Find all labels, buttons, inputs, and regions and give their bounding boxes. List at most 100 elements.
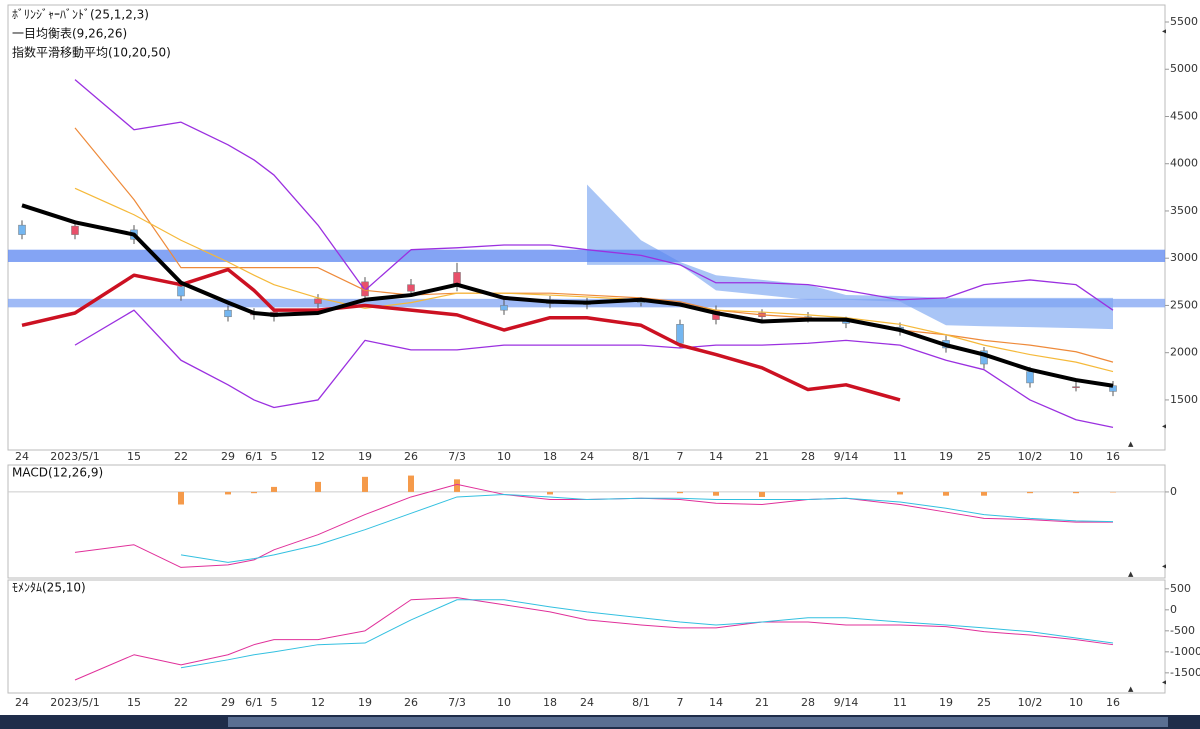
y-tick-label: 0	[1170, 603, 1177, 616]
indicator-line	[74, 597, 1114, 681]
x-tick-label: 5	[271, 696, 278, 709]
histogram-bar	[271, 486, 277, 492]
candle-body	[1072, 386, 1080, 388]
x-tick-label: 7	[677, 450, 684, 463]
x-tick-label: 25	[977, 450, 991, 463]
candle-body	[177, 286, 185, 297]
x-tick-label: 19	[939, 696, 953, 709]
x-tick-label: 7/3	[448, 450, 466, 463]
x-tick-label: 24	[15, 450, 29, 463]
indicator-line	[74, 309, 1114, 428]
x-tick-label: 6/1	[245, 450, 263, 463]
x-tick-label: 28	[801, 450, 815, 463]
indicator-line	[180, 493, 1114, 563]
y-tick-label: 2500	[1170, 298, 1198, 311]
macd-panel	[7, 464, 1166, 579]
histogram-bar	[1027, 491, 1033, 494]
x-tick-label: 5	[271, 450, 278, 463]
indicator-label: 指数平滑移動平均(10,20,50)	[12, 45, 171, 60]
marker: ▲	[1128, 440, 1134, 448]
y-tick-label: 5500	[1170, 15, 1198, 28]
y-tick-label: 4500	[1170, 109, 1198, 122]
candle-body	[71, 225, 79, 235]
x-tick-label: 10/2	[1018, 696, 1043, 709]
x-tick-label: 9/14	[834, 450, 859, 463]
x-tick-label: 25	[977, 696, 991, 709]
indicator-label: ﾎﾞﾘﾝｼﾞｬｰﾊﾞﾝﾄﾞ(25,1,2,3)	[12, 8, 149, 22]
x-tick-label: 12	[311, 696, 325, 709]
candle-body	[18, 224, 26, 235]
x-tick-label: 19	[358, 450, 372, 463]
x-tick-label: 8/1	[632, 450, 650, 463]
x-tick-label: 21	[755, 696, 769, 709]
histogram-bar	[1110, 491, 1116, 493]
y-tick-label: 5000	[1170, 62, 1198, 75]
indicator-line	[180, 599, 1114, 669]
x-tick-label: 24	[580, 450, 594, 463]
x-tick-label: 7/3	[448, 696, 466, 709]
marker: ◂	[1162, 678, 1166, 687]
indicator-label: 一目均衡表(9,26,26)	[12, 27, 127, 41]
y-tick-label: 0	[1170, 485, 1177, 498]
x-tick-label: 22	[174, 450, 188, 463]
histogram-bar	[1073, 491, 1079, 494]
x-tick-label: 18	[543, 696, 557, 709]
y-tick-label: 3000	[1170, 251, 1198, 264]
marker: ◂	[1162, 422, 1166, 431]
indicator-line	[74, 79, 1114, 311]
histogram-bar	[677, 491, 683, 494]
scrollbar-thumb[interactable]	[228, 717, 1168, 727]
x-tick-label: 12	[311, 450, 325, 463]
panel-title: MACD(12,26,9)	[12, 466, 103, 480]
x-tick-label: 24	[15, 696, 29, 709]
histogram-bar	[251, 491, 257, 494]
x-tick-label: 29	[221, 696, 235, 709]
candle-body	[314, 298, 322, 304]
x-tick-label: 29	[221, 450, 235, 463]
x-tick-label: 9/14	[834, 696, 859, 709]
x-tick-label: 26	[404, 696, 418, 709]
y-tick-label: -1500	[1170, 666, 1200, 679]
histogram-bar	[178, 491, 184, 505]
x-tick-label: 18	[543, 450, 557, 463]
marker: ◂	[1162, 562, 1166, 571]
histogram-bar	[713, 491, 719, 496]
x-tick-label: 26	[404, 450, 418, 463]
histogram-bar	[981, 491, 987, 496]
histogram-bar	[943, 491, 949, 496]
y-tick-label: 4000	[1170, 157, 1198, 170]
ichimoku-cloud	[587, 184, 1113, 330]
plot-layer: 150020002500300035004000450050005500ﾎﾞﾘﾝ…	[8, 8, 1200, 709]
histogram-bar	[362, 476, 368, 492]
candle-body	[676, 324, 684, 344]
main-panel	[7, 4, 1166, 451]
x-tick-label: 8/1	[632, 696, 650, 709]
x-tick-label: 6/1	[245, 696, 263, 709]
indicator-line	[74, 187, 1114, 373]
histogram-bar	[547, 491, 553, 495]
x-tick-label: 11	[893, 696, 907, 709]
marker: ◂	[1162, 27, 1166, 36]
candle-body	[500, 305, 508, 311]
x-tick-label: 14	[709, 696, 723, 709]
x-tick-label: 10	[1069, 696, 1083, 709]
x-tick-label: 22	[174, 696, 188, 709]
indicator-line	[21, 203, 1114, 388]
x-tick-label: 15	[127, 450, 141, 463]
y-tick-label: -1000	[1170, 645, 1200, 658]
marker: ▲	[1128, 685, 1134, 693]
panel-title: ﾓﾒﾝﾀﾑ(25,10)	[12, 581, 86, 595]
y-tick-label: 1500	[1170, 393, 1198, 406]
histogram-bar	[897, 491, 903, 495]
y-tick-label: 2000	[1170, 346, 1198, 359]
x-tick-label: 28	[801, 696, 815, 709]
histogram-bar	[408, 475, 414, 492]
price-band	[8, 249, 1165, 262]
x-tick-label: 10	[497, 696, 511, 709]
x-tick-label: 19	[358, 696, 372, 709]
indicator-line	[21, 267, 901, 402]
x-tick-label: 15	[127, 696, 141, 709]
y-tick-label: 3500	[1170, 204, 1198, 217]
